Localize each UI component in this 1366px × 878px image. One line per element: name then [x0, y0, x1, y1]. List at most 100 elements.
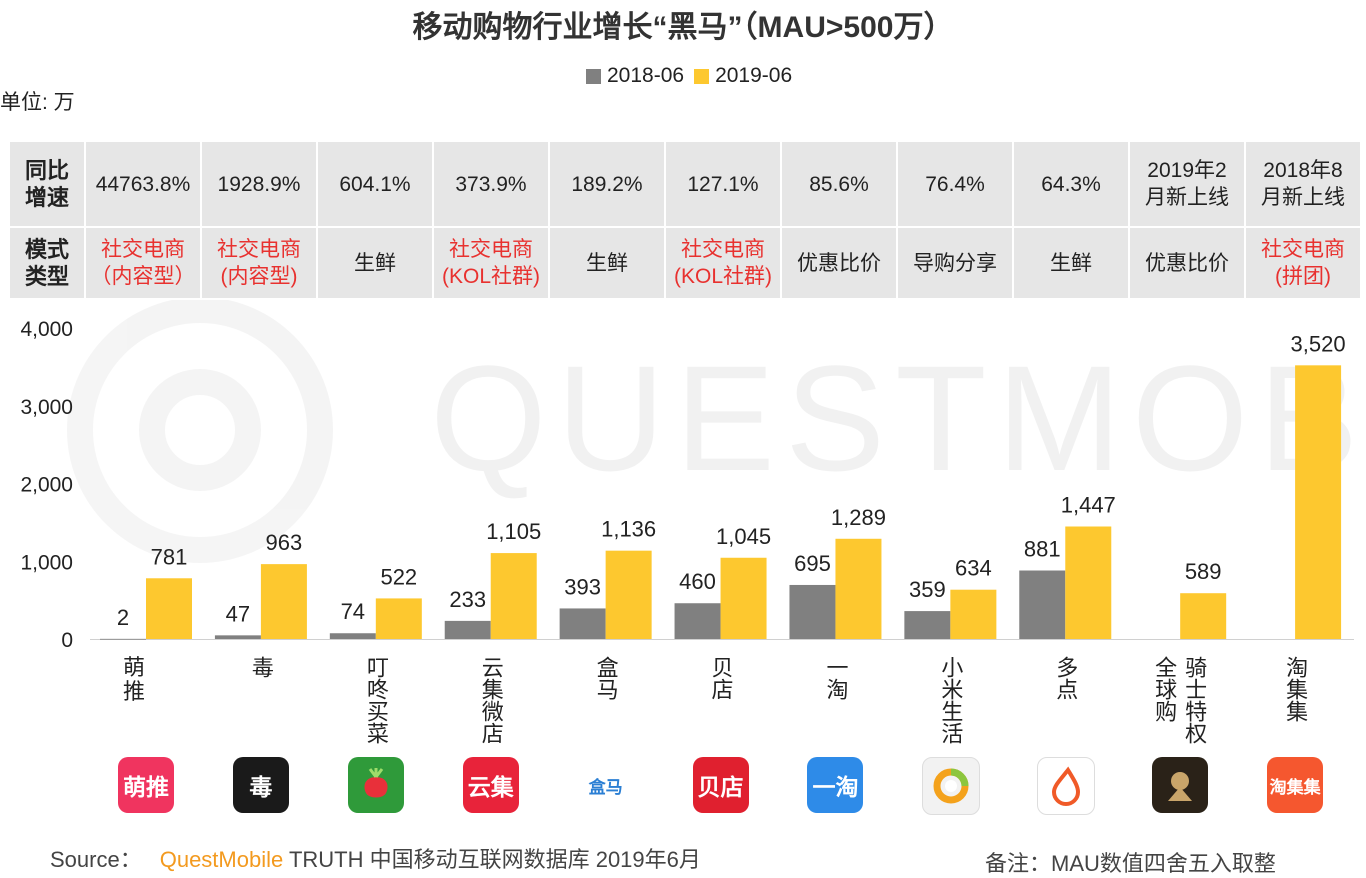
- legend-swatch-2018: [586, 68, 601, 84]
- mode-cell: 生鲜: [318, 228, 432, 298]
- mengtui-icon: 萌推: [118, 757, 174, 813]
- category-label: 毒: [248, 656, 274, 678]
- data-label-2019: 1,105: [486, 519, 541, 544]
- yitao-icon: 一淘: [807, 757, 864, 813]
- legend-label-2018: 2018-06: [607, 64, 685, 87]
- data-label-2019: 1,447: [1061, 492, 1116, 517]
- category-label: 云集微店: [478, 656, 504, 744]
- bar-2018: [559, 608, 606, 639]
- data-label-2019: 781: [151, 544, 188, 569]
- data-label-2019: 589: [1185, 559, 1222, 584]
- bar-2018: [904, 611, 951, 639]
- bar-2019: [1065, 526, 1112, 639]
- mode-cell: 社交电商 （内容型）: [86, 228, 200, 298]
- beidian-icon: 贝店: [692, 757, 749, 813]
- bar-2019: [835, 538, 882, 639]
- mode-row: 模式 类型 社交电商 （内容型） 社交电商 (内容型) 生鲜 社交电商 (KOL社群) 生鲜 社交…: [10, 228, 1360, 298]
- source-label: Source：: [50, 847, 142, 872]
- category-label: 盒马: [593, 656, 619, 700]
- chart-title: 移动购物行业增长“黑马”（MAU>500万）: [412, 11, 954, 44]
- data-label-2019: 1,136: [601, 517, 656, 542]
- growth-cell: 2019年2 月新上线: [1130, 142, 1244, 228]
- legend-item-2019: 2019-06: [694, 64, 792, 88]
- bar-2018: [444, 620, 491, 639]
- mode-cell: 社交电商 (拼团): [1246, 228, 1360, 298]
- xiaomi-youpin-icon: [922, 757, 981, 815]
- data-label-2019: 3,520: [1291, 331, 1346, 356]
- bar-2018: [329, 633, 376, 639]
- duodian-icon: [1037, 757, 1096, 815]
- hema-icon: 盒马: [577, 757, 634, 813]
- bar-chart: 0 1,000 2,000 3,000 4,000 2 781 47 963 74 522 233 1,…: [20, 318, 1354, 652]
- mode-cell: 生鲜: [550, 228, 664, 298]
- growth-cell: 373.9%: [434, 142, 548, 228]
- category-label: 一淘: [823, 656, 849, 700]
- y-tick-label: 3,000: [20, 396, 73, 419]
- growth-cell: 85.6%: [782, 142, 896, 228]
- y-tick-label: 4,000: [20, 318, 73, 341]
- yunji-icon: 云集: [462, 757, 519, 813]
- data-label-2018: 359: [909, 577, 946, 602]
- dingdong-icon: [347, 757, 404, 813]
- growth-header: 同比 增速: [10, 142, 84, 228]
- category-label: 萌推: [122, 655, 145, 704]
- legend-item-2018: 2018-06: [586, 64, 684, 88]
- mode-header: 模式 类型: [10, 228, 84, 298]
- legend-swatch-2019: [694, 68, 710, 84]
- info-table: 同比 增速 44763.8% 1928.9% 604.1% 373.9% 189.2% 12…: [8, 142, 1362, 298]
- y-tick-label: 0: [61, 629, 73, 652]
- bar-2019: [605, 550, 652, 639]
- growth-cell: 127.1%: [666, 142, 780, 228]
- bar-2018: [674, 603, 721, 639]
- y-tick-label: 2,000: [20, 474, 73, 497]
- bar-2019: [950, 589, 997, 639]
- taojiji-icon: 淘集集: [1267, 757, 1324, 813]
- growth-cell: 189.2%: [550, 142, 664, 228]
- note-footer: 备注：MAU数值四舍五入取整: [985, 851, 1276, 876]
- mode-cell: 优惠比价: [1130, 228, 1244, 298]
- mode-cell: 社交电商 (KOL社群): [434, 228, 548, 298]
- data-label-2019: 963: [266, 530, 303, 555]
- qishi-icon: [1152, 757, 1209, 813]
- data-label-2018: 695: [794, 551, 831, 576]
- data-label-2018: 233: [449, 587, 486, 612]
- growth-cell: 76.4%: [898, 142, 1012, 228]
- category-label: 多点: [1053, 656, 1079, 700]
- data-label-2018: 393: [564, 574, 601, 599]
- growth-cell: 44763.8%: [86, 142, 200, 228]
- mode-cell: 优惠比价: [782, 228, 896, 298]
- bar-2019: [720, 557, 767, 639]
- data-label-2018: 460: [679, 569, 716, 594]
- category-label: 小米生活: [938, 656, 964, 744]
- category-label: 淘集集: [1283, 656, 1309, 722]
- data-label-2019: 1,045: [716, 524, 771, 549]
- bar-2018: [789, 584, 836, 639]
- bar-2019: [260, 564, 307, 639]
- source-footer: Source： QuestMobile TRUTH 中国移动互联网数据库 2019…: [50, 842, 701, 874]
- growth-cell: 2018年8 月新上线: [1246, 142, 1360, 228]
- bar-2018: [1019, 570, 1066, 639]
- bar-2018: [214, 635, 261, 639]
- growth-cell: 604.1%: [318, 142, 432, 228]
- data-label-2018: 47: [226, 601, 250, 626]
- source-brand: QuestMobile: [159, 847, 284, 872]
- category-label: 叮咚买菜: [363, 656, 389, 744]
- mode-cell: 生鲜: [1014, 228, 1128, 298]
- y-tick-label: 1,000: [20, 551, 73, 574]
- mode-cell: 导购分享: [898, 228, 1012, 298]
- mode-cell: 社交电商 (KOL社群): [666, 228, 780, 298]
- data-label-2019: 1,289: [831, 505, 886, 530]
- data-label-2018: 881: [1024, 537, 1061, 562]
- bar-2019: [375, 598, 422, 639]
- bar-2019: [1295, 365, 1342, 639]
- category-label: 全球购: [1152, 656, 1178, 722]
- data-label-2018: 2: [117, 605, 129, 630]
- bar-2019: [146, 578, 192, 639]
- category-label: 贝店: [708, 656, 734, 700]
- bar-2019: [1180, 593, 1227, 639]
- du-icon: 毒: [232, 757, 289, 813]
- bar-2019: [490, 553, 537, 639]
- source-text: TRUTH 中国移动互联网数据库 2019年6月: [283, 847, 701, 872]
- growth-cell: 64.3%: [1014, 142, 1128, 228]
- growth-row: 同比 增速 44763.8% 1928.9% 604.1% 373.9% 189.2% 12…: [10, 142, 1360, 228]
